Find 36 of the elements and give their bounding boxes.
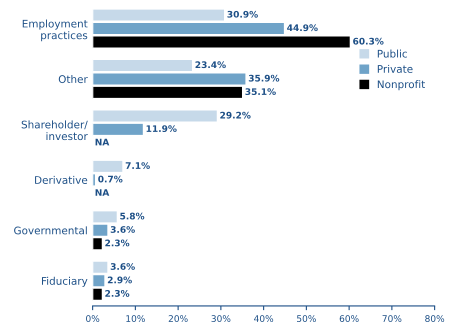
y-tick-label: Employment practices [22,20,88,42]
data-label: 11.9% [146,125,177,132]
data-label: 2.3% [105,240,130,246]
data-label: 23.4% [196,61,226,68]
text: NA [96,138,110,146]
x-tick-label: 80% [425,315,444,322]
legend-label: Private [378,64,413,73]
y-tick-label: Derivative [35,176,88,184]
x-tick-label: 30% [212,315,230,322]
data-label: 30.9% [227,10,258,18]
data-label: 44.9% [287,24,318,32]
data-label: 60.3% [353,38,384,45]
y-tick-label: Shareholder/ investor [22,120,88,140]
data-label: 2.9% [108,276,132,284]
x-tick-label: 40% [254,315,274,322]
y-tick-label: Governmental [14,226,87,234]
data-label: 3.6% [110,263,135,270]
x-tick-label: 0% [86,315,100,322]
x-tick-label: 70% [382,315,402,322]
y-tick-label: Other [58,75,88,84]
legend-label: Public [378,50,407,58]
legend-label: Nonprofit [378,80,425,90]
x-tick-label: 60% [340,315,359,322]
data-label: 3.6% [110,226,135,233]
data-label: 29.2% [220,112,251,119]
data-label: 35.9% [248,74,280,82]
data-label: 0.7% [98,176,123,182]
data-label: 2.3% [105,290,130,297]
data-label: 5.8% [120,212,144,220]
data-label: 7.1% [126,162,150,170]
x-tick-label: 10% [126,315,145,322]
x-tick-label: 50% [297,315,316,322]
x-tick-label: 20% [168,315,188,322]
data-label: 35.1% [245,88,276,96]
text: NA [96,189,110,196]
y-tick-label: Fiduciary [42,276,88,287]
